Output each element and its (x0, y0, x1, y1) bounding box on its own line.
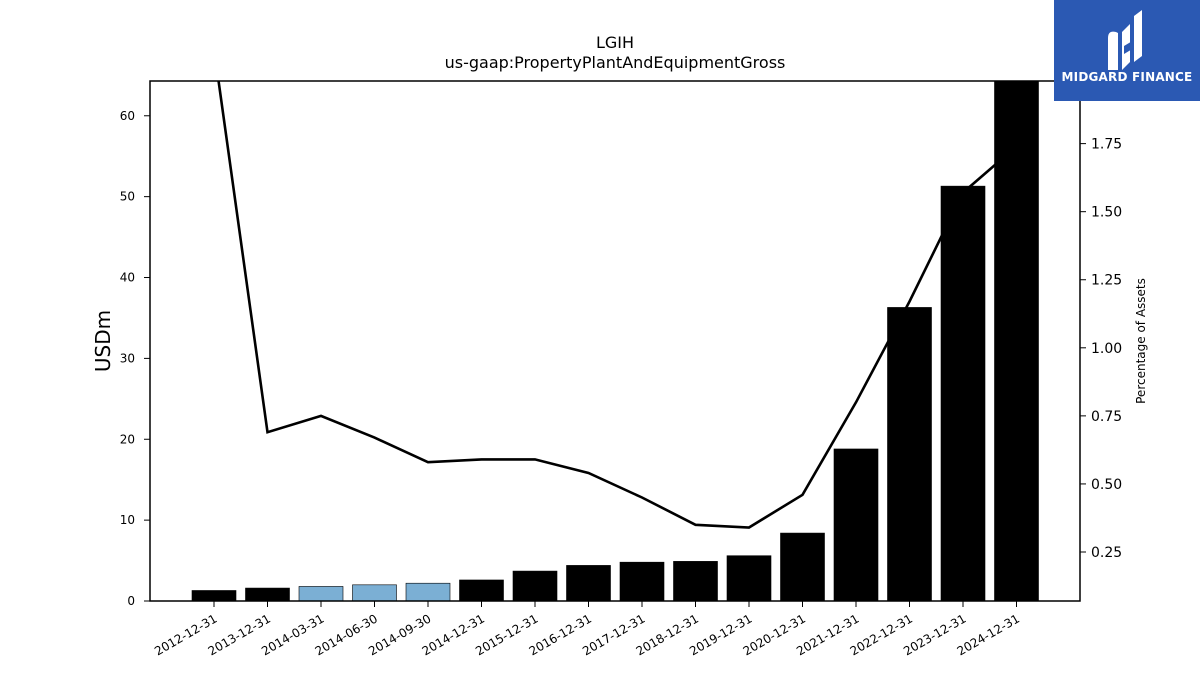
bar-2015-12-31 (512, 570, 558, 601)
midgard-logo-icon (1108, 10, 1142, 71)
y2-axis-label: Percentage of Assets (1134, 278, 1148, 404)
y-tick-label: 30 (120, 351, 135, 365)
bar-2021-12-31 (833, 448, 879, 601)
bar-2014-12-31 (459, 579, 504, 601)
y-axis-left: 0 10 20 30 40 50 60 (120, 109, 150, 608)
bar-2016-12-31 (566, 565, 611, 601)
logo-text: MIDGARD FINANCE (1061, 70, 1193, 84)
bar-2023-12-31 (940, 185, 986, 601)
bar-2017-12-31 (619, 561, 665, 601)
y2-tick-label: 1.75 (1091, 137, 1122, 153)
plot-frame (149, 80, 1081, 602)
bar-2014-03-31 (298, 586, 344, 601)
bar-2024-12-31 (994, 81, 1039, 601)
percentage-line (217, 81, 1018, 529)
y-tick-label: 60 (120, 109, 135, 123)
bar-2022-12-31 (887, 307, 932, 601)
line-series (217, 81, 1018, 529)
y2-tick-label: 1.25 (1091, 273, 1122, 289)
bar-2014-09-30 (405, 582, 451, 601)
y-tick-label: 50 (120, 190, 135, 204)
bar-2020-12-31 (780, 532, 825, 601)
bar-group (191, 81, 1039, 601)
bar-2019-12-31 (726, 555, 772, 601)
y2-tick-label: 1.00 (1091, 341, 1122, 357)
y2-tick-label: 0.75 (1091, 409, 1122, 425)
y-axis-right: 0.25 0.50 0.75 1.00 1.25 1.50 1.75 (1080, 137, 1122, 561)
bar-2014-06-30 (352, 584, 397, 601)
y-tick-label: 10 (120, 513, 135, 527)
y2-tick-label: 0.25 (1091, 545, 1122, 561)
bar-2012-12-31 (191, 590, 237, 601)
y-tick-label: 40 (120, 271, 135, 285)
logo: MIDGARD FINANCE (1054, 0, 1200, 101)
chart-subtitle: us-gaap:PropertyPlantAndEquipmentGross (445, 53, 786, 72)
x-axis: 2012-12-312013-12-312014-03-312014-06-30… (152, 601, 1022, 658)
y-tick-label: 20 (120, 432, 135, 446)
y2-tick-label: 1.50 (1091, 205, 1122, 221)
y-tick-label: 0 (127, 594, 135, 608)
y2-tick-label: 0.50 (1091, 477, 1122, 493)
bar-2013-12-31 (245, 587, 290, 601)
bar-2018-12-31 (673, 561, 718, 601)
chart-title: LGIH (596, 33, 634, 52)
y-axis-label: USDm (91, 310, 115, 372)
